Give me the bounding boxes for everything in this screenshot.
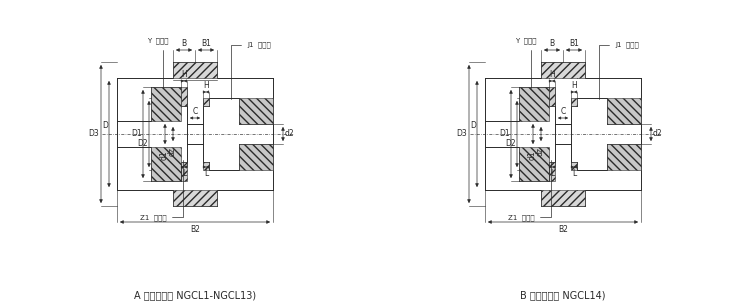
Text: Z1  型轴孔: Z1 型轴孔 bbox=[508, 160, 551, 221]
Text: H: H bbox=[549, 70, 555, 79]
Bar bbox=[151, 147, 181, 181]
Text: H: H bbox=[181, 70, 187, 79]
Text: dz: dz bbox=[167, 147, 176, 156]
Bar bbox=[541, 62, 585, 78]
Bar bbox=[239, 144, 273, 170]
Text: d1: d1 bbox=[159, 150, 169, 160]
Text: J1  型轴孔: J1 型轴孔 bbox=[231, 41, 270, 99]
Text: C: C bbox=[192, 107, 198, 116]
Bar bbox=[519, 87, 549, 121]
Text: D2: D2 bbox=[137, 140, 148, 148]
Text: C: C bbox=[560, 107, 565, 116]
Bar bbox=[549, 162, 555, 181]
Text: D3: D3 bbox=[456, 129, 467, 139]
Bar bbox=[541, 190, 585, 206]
Text: B 型（适用于 NGCL14): B 型（适用于 NGCL14) bbox=[520, 290, 606, 300]
Bar bbox=[151, 87, 181, 121]
Bar bbox=[203, 162, 209, 170]
Text: L: L bbox=[550, 169, 554, 178]
Text: L: L bbox=[204, 169, 208, 178]
Text: A 型（适用于 NGCL1-NGCL13): A 型（适用于 NGCL1-NGCL13) bbox=[134, 290, 256, 300]
Bar bbox=[607, 98, 641, 124]
Text: d1: d1 bbox=[528, 150, 537, 160]
Text: L: L bbox=[182, 169, 186, 178]
Text: B1: B1 bbox=[201, 39, 211, 48]
Text: Y  型轴孔: Y 型轴孔 bbox=[515, 37, 537, 88]
Text: B: B bbox=[550, 39, 554, 48]
Bar bbox=[239, 98, 273, 124]
Text: Y  型轴孔: Y 型轴孔 bbox=[147, 37, 169, 88]
Text: dz: dz bbox=[536, 147, 545, 156]
Text: D3: D3 bbox=[88, 129, 99, 139]
Text: B1: B1 bbox=[569, 39, 579, 48]
Bar bbox=[181, 87, 187, 106]
Text: B2: B2 bbox=[190, 225, 200, 234]
Text: H: H bbox=[203, 81, 209, 90]
Text: D: D bbox=[470, 121, 476, 130]
Text: Z1  型轴孔: Z1 型轴孔 bbox=[140, 160, 183, 221]
Text: B2: B2 bbox=[558, 225, 568, 234]
Text: D1: D1 bbox=[500, 129, 510, 139]
Bar bbox=[173, 190, 217, 206]
Bar bbox=[173, 62, 217, 78]
Bar bbox=[607, 144, 641, 170]
Text: B: B bbox=[181, 39, 186, 48]
Text: D1: D1 bbox=[131, 129, 142, 139]
Bar bbox=[519, 147, 549, 181]
Text: D2: D2 bbox=[506, 140, 516, 148]
Text: L: L bbox=[572, 169, 576, 178]
Text: d2: d2 bbox=[285, 129, 295, 139]
Bar bbox=[571, 162, 577, 170]
Text: D: D bbox=[102, 121, 108, 130]
Bar bbox=[571, 98, 577, 106]
Bar bbox=[203, 98, 209, 106]
Text: d2: d2 bbox=[653, 129, 663, 139]
Text: J1  型轴孔: J1 型轴孔 bbox=[599, 41, 639, 99]
Text: H: H bbox=[571, 81, 577, 90]
Bar bbox=[549, 87, 555, 106]
Bar bbox=[181, 162, 187, 181]
